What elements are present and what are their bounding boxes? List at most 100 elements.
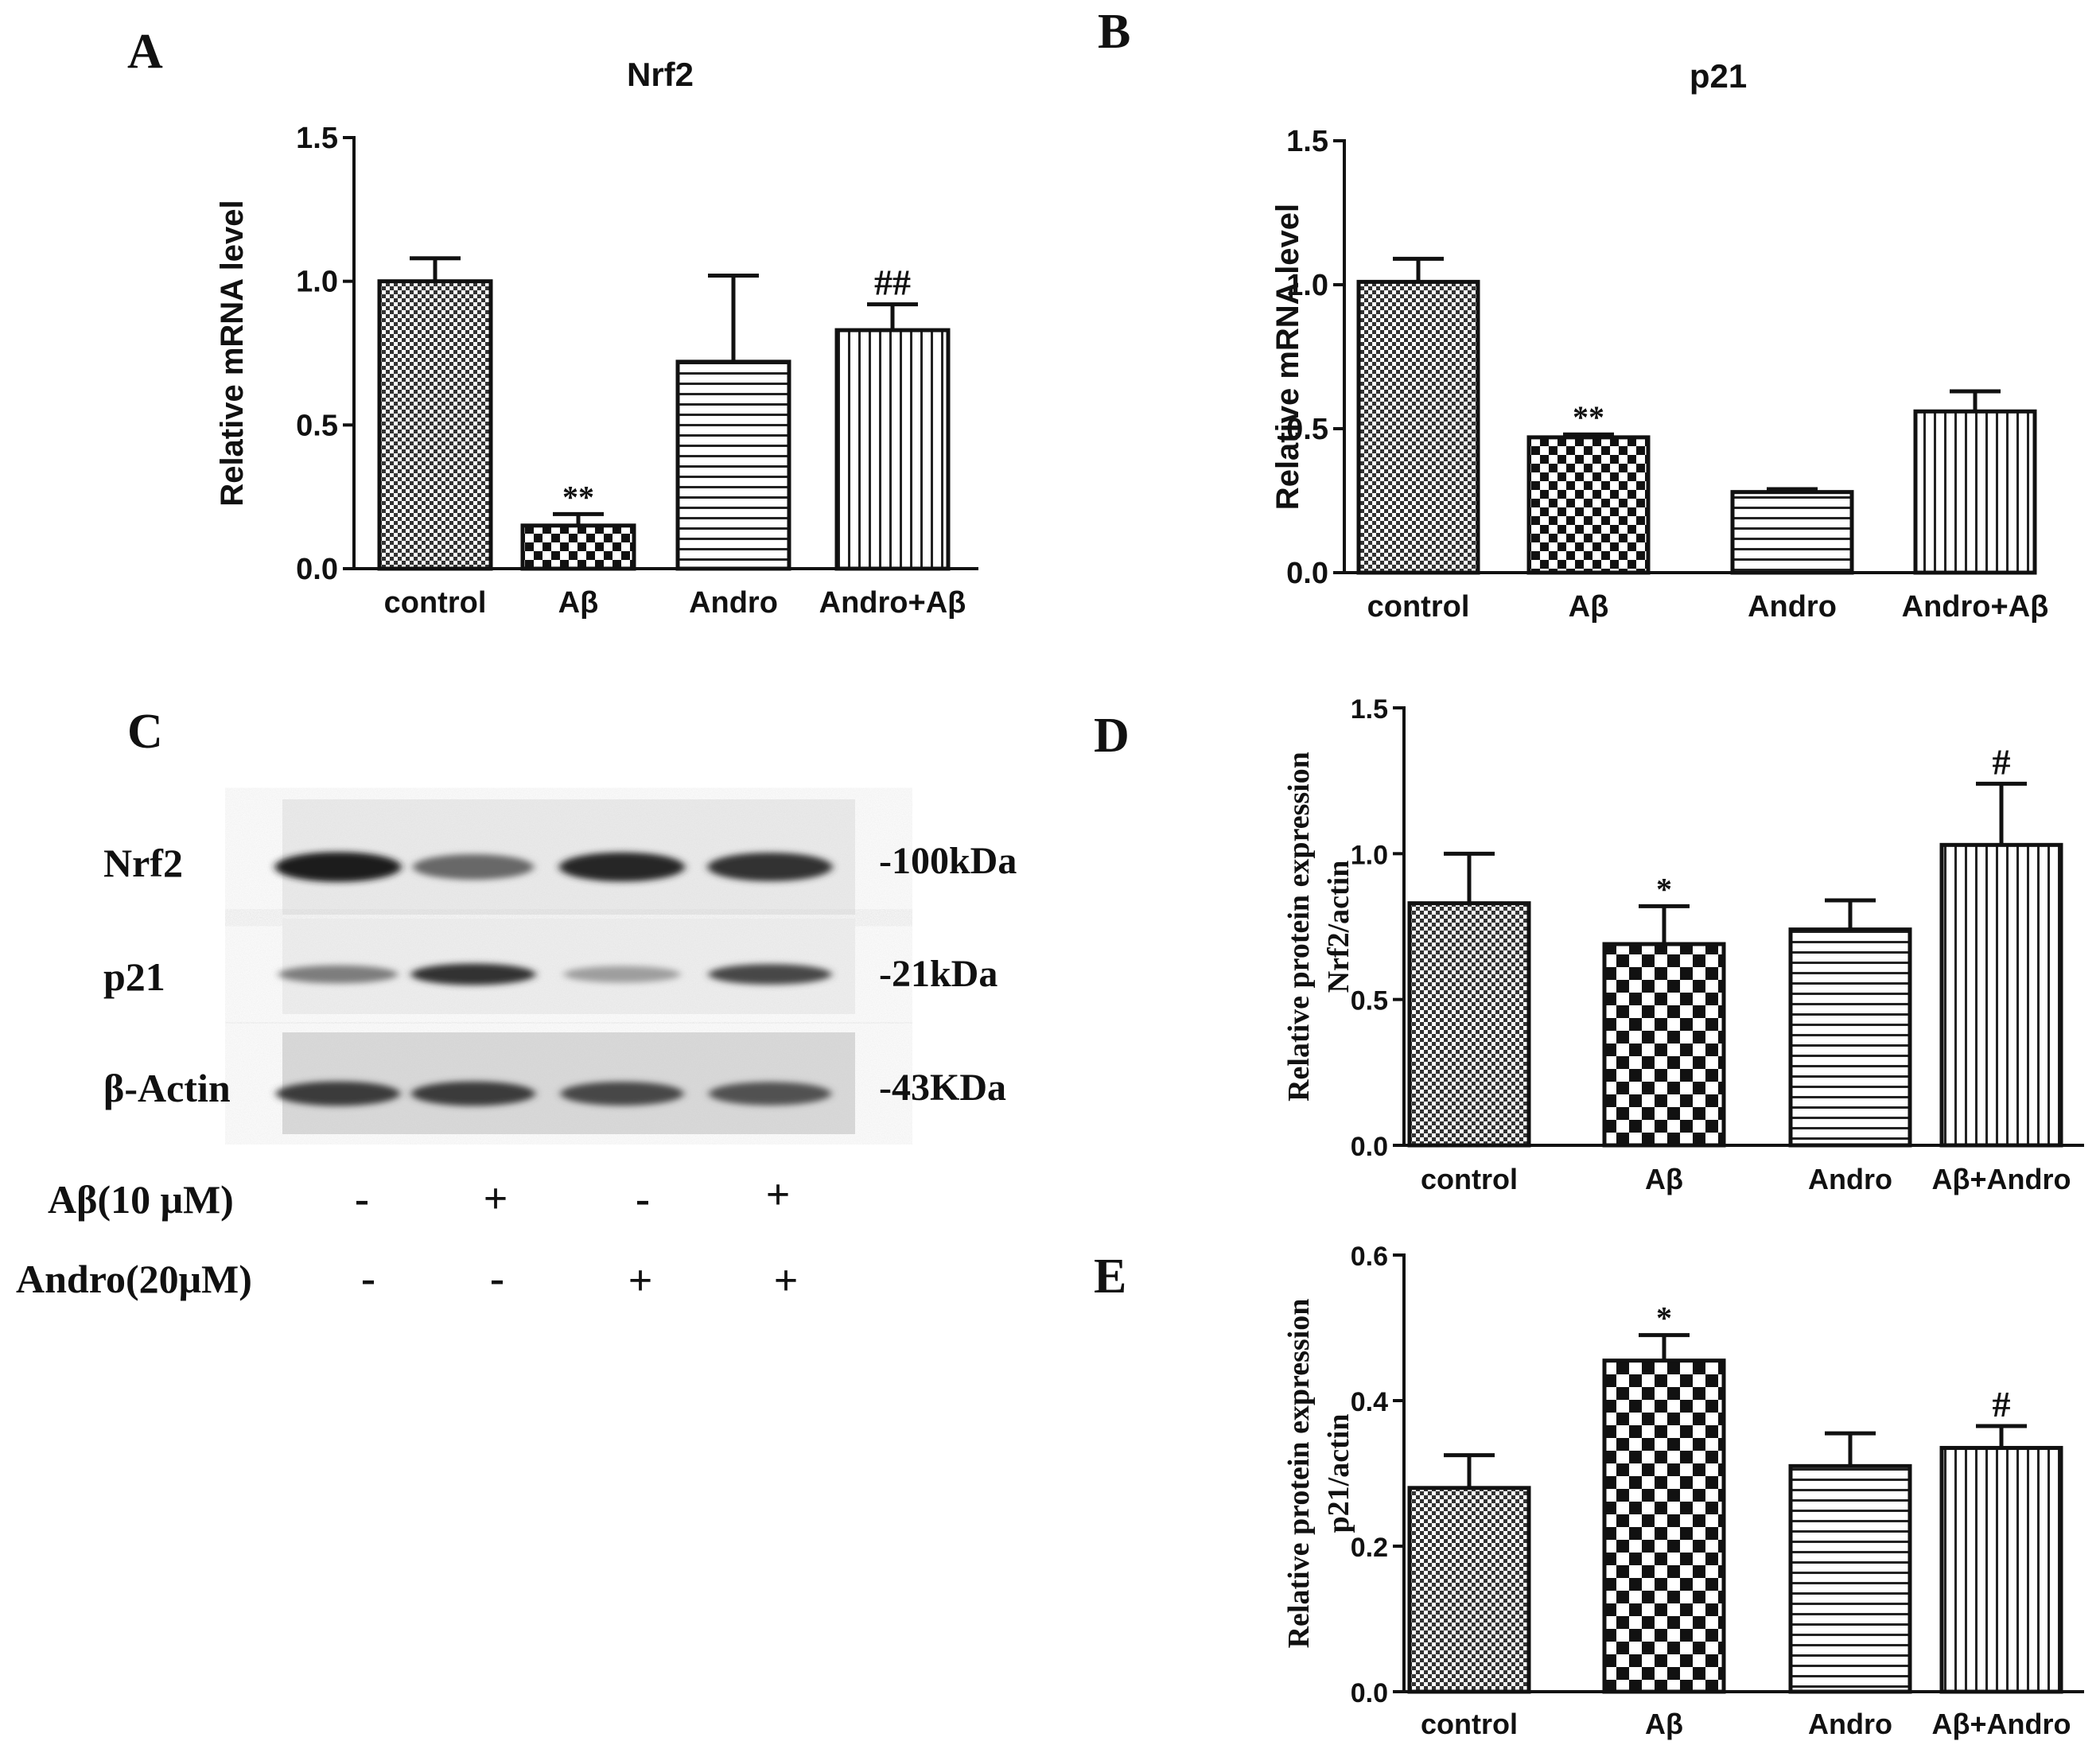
bar-1	[1407, 1486, 1531, 1694]
blot-band-1-3	[559, 852, 685, 882]
chart-title: p21	[1690, 57, 1747, 95]
significance-label-2: **	[1573, 399, 1604, 435]
treatment-label-andro: Andro(20μM)	[16, 1257, 252, 1301]
y-tick-label: 0.5	[1286, 413, 1328, 446]
treatment-sign-andro-1: -	[361, 1254, 375, 1302]
x-tick-label-4: Aβ+Andro	[1932, 1708, 2071, 1740]
blot-band-1-1	[274, 852, 402, 882]
blot-row-label-nrf2: Nrf2	[103, 841, 183, 885]
y-tick-label: 0.6	[1351, 1242, 1388, 1272]
blot-band-2-2	[410, 963, 536, 985]
y-tick-label: 0.0	[1351, 1132, 1388, 1162]
treatment-label-abeta: Aβ(10 μM)	[48, 1177, 234, 1222]
y-tick-label: 1.0	[1286, 269, 1328, 302]
bar-1	[1407, 901, 1531, 1148]
x-tick-label-2: Aβ	[558, 586, 599, 620]
x-tick-label-2: Aβ	[1569, 590, 1609, 624]
y-tick-label: 1.5	[1286, 125, 1328, 158]
treatment-sign-abeta-1: -	[355, 1175, 369, 1222]
significance-label-4: #	[1993, 741, 2011, 782]
x-tick-label-3: Andro	[1748, 590, 1837, 624]
y-axis-label: Relative protein expression	[1282, 752, 1316, 1102]
blot-size-nrf2: -100kDa	[879, 840, 1017, 882]
x-tick-label-4: Andro+Aβ	[819, 586, 966, 620]
x-tick-label-4: Aβ+Andro	[1932, 1163, 2071, 1195]
y-tick-label: 0.2	[1351, 1533, 1388, 1563]
x-tick-label-1: control	[1421, 1708, 1518, 1740]
bar-1	[377, 279, 493, 571]
blot-band-3-1	[276, 1081, 400, 1106]
y-axis-label: Relative protein expression	[1282, 1299, 1316, 1649]
y-tick-label: 1.0	[296, 266, 338, 299]
chart-title: Nrf2	[627, 56, 694, 93]
bar-2	[1602, 1358, 1726, 1694]
significance-label-2: *	[1656, 1300, 1672, 1336]
chart-nrf2-mrna: Nrf2 0.0 0.5 1.0 1.5 Relative mRNA level contr…	[215, 56, 978, 620]
blot-row-label-p21: p21	[103, 954, 165, 999]
blot-band-2-4	[708, 964, 832, 985]
y-tick-label: 1.5	[296, 122, 338, 155]
chart-p21-protein: 0.0 0.2 0.4 0.6 Relative protein expression p…	[1282, 1242, 2084, 1740]
blot-band-2-1	[278, 965, 398, 984]
treatment-sign-andro-4: +	[774, 1257, 799, 1304]
y-tick-label: 0.4	[1351, 1387, 1388, 1417]
bar-3	[1788, 1463, 1912, 1694]
x-tick-label-3: Andro	[1808, 1163, 1892, 1195]
significance-label-4: ##	[874, 262, 911, 303]
x-tick-label-3: Andro	[1808, 1708, 1892, 1740]
bar-3	[1788, 927, 1912, 1148]
panel-label-a: A	[127, 25, 163, 79]
bar-4	[1913, 409, 2037, 575]
x-tick-label-4: Andro+Aβ	[1902, 590, 2049, 624]
x-tick-label-2: Aβ	[1645, 1163, 1683, 1195]
x-tick-label-1: control	[1421, 1163, 1518, 1195]
significance-label-4: #	[1993, 1384, 2011, 1424]
significance-label-2: *	[1656, 871, 1672, 907]
treatment-sign-abeta-3: -	[636, 1175, 650, 1222]
panel-label-e: E	[1094, 1249, 1126, 1304]
bar-3	[1730, 490, 1854, 575]
blot-size-p21: -21kDa	[879, 953, 998, 995]
chart-p21-mrna: p21 0.0 0.5 1.0 1.5 Relative mRNA level contro…	[1270, 57, 2048, 624]
y-tick-label: 1.0	[1351, 840, 1388, 870]
y-axis-label-secondary: p21/actin	[1322, 1414, 1355, 1533]
blot-band-3-2	[411, 1081, 535, 1106]
x-tick-label-1: control	[384, 586, 487, 620]
chart-nrf2-protein: 0.0 0.5 1.0 1.5 Relative protein expression N…	[1282, 694, 2084, 1195]
y-axis-label: Relative mRNA level	[215, 200, 250, 506]
bar-1	[1356, 279, 1480, 575]
y-tick-label: 0.0	[1351, 1678, 1388, 1708]
bar-4	[1939, 1445, 2063, 1694]
blot-band-1-4	[707, 853, 833, 881]
x-tick-label-2: Aβ	[1645, 1708, 1683, 1740]
bar-4	[1939, 842, 2063, 1148]
treatment-sign-andro-2: -	[490, 1254, 504, 1302]
y-tick-label: 0.5	[1351, 986, 1388, 1016]
bar-4	[834, 328, 951, 571]
significance-label-2: **	[562, 479, 594, 515]
y-tick-label: 0.0	[296, 553, 338, 586]
treatment-sign-andro-3: +	[628, 1257, 653, 1304]
blot-row-label-actin: β-Actin	[103, 1066, 231, 1110]
y-tick-label: 1.5	[1351, 694, 1388, 725]
blot-band-3-3	[560, 1081, 684, 1106]
x-tick-label-3: Andro	[689, 586, 778, 620]
y-axis-label-secondary: Nrf2/actin	[1322, 861, 1355, 993]
panel-label-c: C	[127, 705, 163, 759]
bar-2	[1526, 435, 1651, 575]
blot-size-actin: -43KDa	[879, 1067, 1006, 1109]
bar-3	[675, 359, 791, 571]
y-tick-label: 0.5	[296, 409, 338, 442]
blot-band-2-3	[563, 966, 681, 983]
treatment-sign-abeta-2: +	[484, 1175, 508, 1222]
panel-label-d: D	[1094, 709, 1130, 763]
bar-2	[520, 523, 636, 571]
blot-bands	[274, 852, 833, 1106]
blot-band-3-4	[709, 1082, 831, 1106]
x-tick-label-1: control	[1367, 590, 1470, 624]
blot-strip-p21	[282, 919, 855, 1014]
y-tick-label: 0.0	[1286, 557, 1328, 590]
western-blot: Nrf2 p21 β-Actin -100kDa -21kDa -43KDa A…	[16, 799, 1017, 1304]
blot-band-1-2	[413, 854, 534, 880]
